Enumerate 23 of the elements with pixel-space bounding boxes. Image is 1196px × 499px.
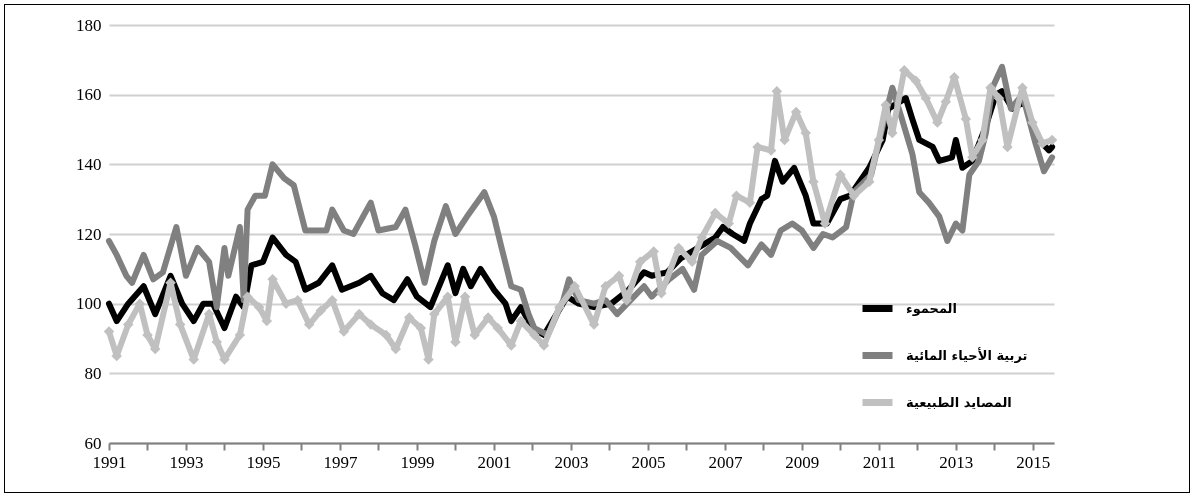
x-tick-label: 2009: [785, 452, 820, 472]
x-tick-label: 2015: [1016, 452, 1051, 472]
y-tick-label: 80: [84, 363, 102, 383]
legend-label: تربية الأحياء المائية: [906, 346, 1028, 363]
x-tick-label: 2011: [862, 452, 897, 472]
y-tick-label: 100: [76, 294, 102, 314]
x-tick-label: 2001: [477, 452, 512, 472]
y-tick-label: 180: [76, 15, 102, 35]
x-tick-label: 2005: [631, 452, 666, 472]
y-tick-label: 120: [76, 224, 102, 244]
x-tick-label: 2003: [554, 452, 589, 472]
legend-label: المحموء: [906, 300, 957, 316]
y-tick-label: 140: [76, 154, 102, 174]
x-tick-label: 1997: [323, 452, 358, 472]
x-tick-label: 1991: [92, 452, 127, 472]
x-tick-label: 1999: [400, 452, 435, 472]
y-tick-label: 160: [76, 85, 102, 105]
legend-label: المصايد الطبيعية: [906, 394, 1012, 410]
y-tick-label: 60: [84, 433, 102, 453]
x-tick-label: 2007: [708, 452, 743, 472]
x-tick-label: 1995: [246, 452, 281, 472]
x-tick-label: 2013: [939, 452, 974, 472]
x-tick-label: 1993: [169, 452, 204, 472]
